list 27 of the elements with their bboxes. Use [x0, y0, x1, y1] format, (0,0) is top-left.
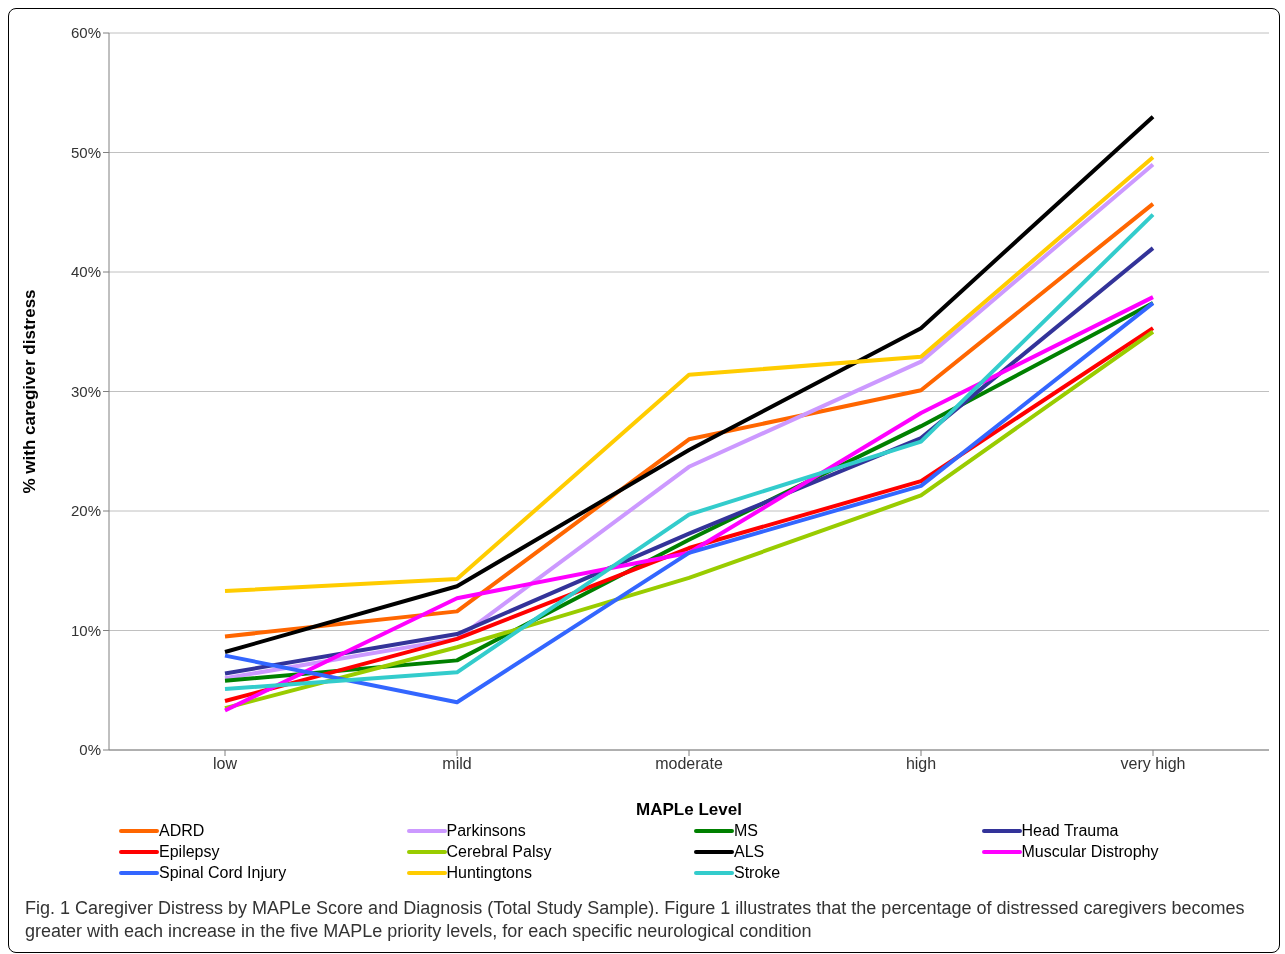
x-tick-label: low [212, 755, 238, 773]
legend-label: Stroke [734, 863, 781, 882]
y-tick-label: 0% [79, 741, 101, 759]
legend-label: Head Trauma [1021, 821, 1119, 840]
x-tick-label: very high [1120, 755, 1186, 773]
legend-label: Parkinsons [446, 821, 526, 840]
legend-label: Cerebral Palsy [446, 842, 552, 861]
legend-label: Epilepsy [159, 842, 220, 861]
line-series [223, 155, 1155, 594]
x-tick-label: mild [442, 755, 472, 773]
x-axis-title: MAPLe Level [636, 800, 742, 819]
y-tick-label: 40% [70, 263, 101, 281]
legend-label: Muscular Distrophy [1021, 842, 1159, 861]
legend-label: ADRD [159, 821, 205, 840]
caption: Fig. 1 Caregiver Distress by MAPLe Score and Diagnosis (Total Study Sample). Figure 1 illustrates that the percentage of distressed caregivers becomes greater with each increase in the five MAPLe priority levels, for each specific neurological condition [25, 897, 1246, 944]
legend-label: Huntingtons [446, 863, 532, 882]
y-tick-label: 10% [70, 621, 101, 639]
x-tick-label: high [905, 755, 937, 773]
legend-label: Spinal Cord Injury [159, 863, 287, 882]
y-axis-title: % with caregiver distress [20, 289, 40, 494]
x-tick-label: moderate [655, 755, 723, 773]
y-tick-label: 50% [70, 143, 101, 161]
y-tick-label: 20% [70, 502, 101, 520]
y-tick-label: 60% [70, 24, 101, 42]
legend-label: ALS [734, 842, 765, 861]
legend-label: MS [734, 821, 758, 840]
y-tick-label: 30% [70, 382, 101, 400]
